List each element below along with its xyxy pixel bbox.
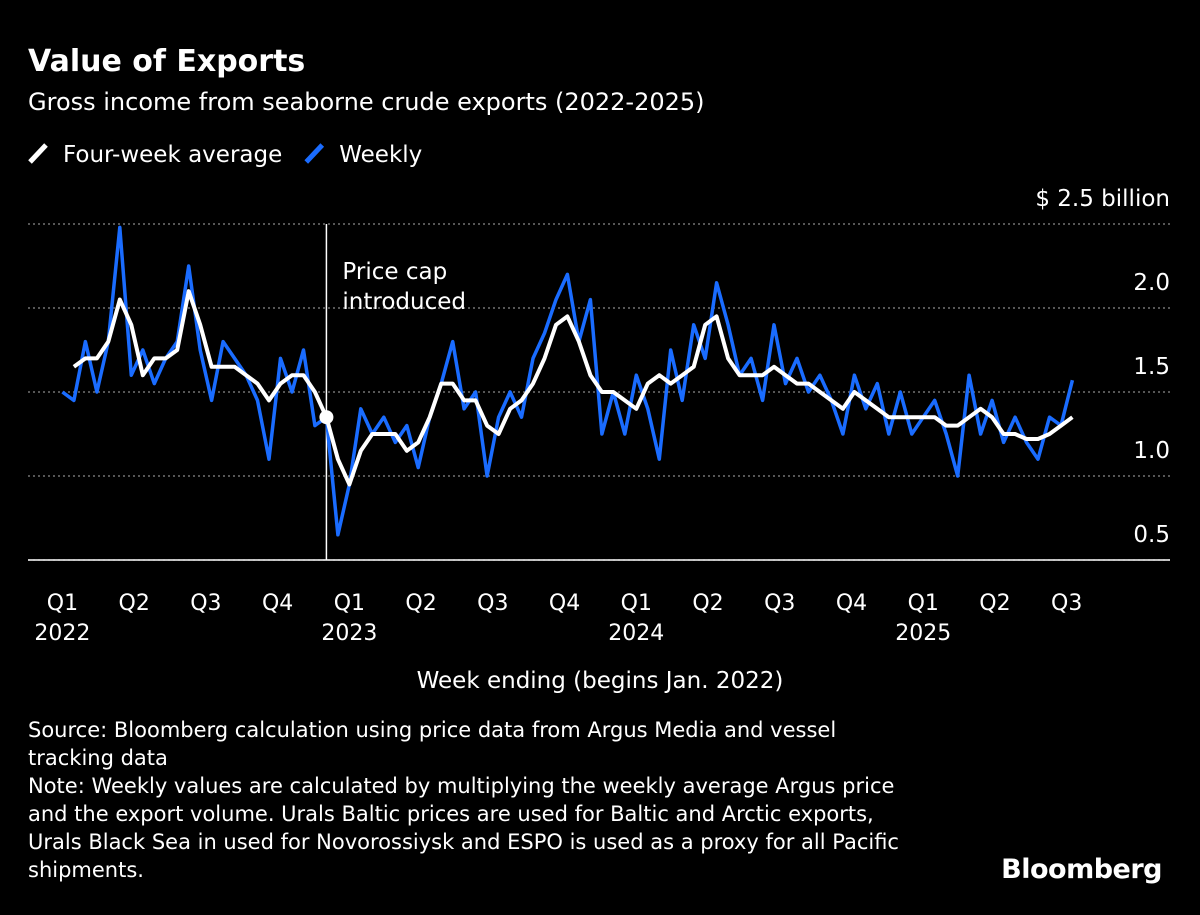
x-axis-label: Week ending (begins Jan. 2022) <box>417 668 784 694</box>
x-tick-label: Q1 <box>908 591 939 616</box>
x-tick-label: Q3 <box>1051 591 1082 616</box>
x-tick-label: Q4 <box>262 591 293 616</box>
x-tick-label: Q2 <box>979 591 1010 616</box>
series-line <box>72 289 1074 487</box>
y-tick-label: 2.0 <box>1133 270 1170 296</box>
x-tick-label: Q3 <box>764 591 795 616</box>
x-tick-label: Q2 <box>692 591 723 616</box>
x-tick-label: Q4 <box>836 591 867 616</box>
x-tick-label: Q3 <box>477 591 508 616</box>
notes: Source: Bloomberg calculation using pric… <box>28 716 928 884</box>
x-year-label: 2023 <box>321 621 377 646</box>
x-tick-label: Q3 <box>190 591 221 616</box>
y-tick-label: 1.5 <box>1133 354 1170 380</box>
legend-label: Weekly <box>339 142 422 168</box>
x-year-label: 2022 <box>34 621 90 646</box>
x-tick-label: Q1 <box>47 591 78 616</box>
x-tick-label: Q4 <box>549 591 580 616</box>
source-note: Source: Bloomberg calculation using pric… <box>28 718 837 770</box>
x-tick-label: Q2 <box>119 591 150 616</box>
legend-label: Four-week average <box>63 142 282 168</box>
x-tick-label: Q1 <box>334 591 365 616</box>
legend-swatch <box>28 143 48 164</box>
chart-subtitle: Gross income from seaborne crude exports… <box>28 88 705 116</box>
brand-logo: Bloomberg <box>1001 854 1162 885</box>
x-tick-label: Q2 <box>405 591 436 616</box>
legend-swatch <box>304 143 325 164</box>
annotation-dot <box>319 410 334 425</box>
x-year-label: 2025 <box>895 621 951 646</box>
annotation-text: Price cap <box>342 259 447 285</box>
chart-title: Value of Exports <box>28 44 305 79</box>
x-tick-label: Q1 <box>621 591 652 616</box>
footnote: Note: Weekly values are calculated by mu… <box>28 774 899 882</box>
y-tick-label: $ 2.5 billion <box>1035 186 1170 212</box>
annotation-text: introduced <box>342 289 466 315</box>
y-tick-label: 0.5 <box>1133 522 1170 548</box>
y-tick-label: 1.0 <box>1133 438 1170 464</box>
x-year-label: 2024 <box>608 621 664 646</box>
series-line <box>61 225 1075 537</box>
